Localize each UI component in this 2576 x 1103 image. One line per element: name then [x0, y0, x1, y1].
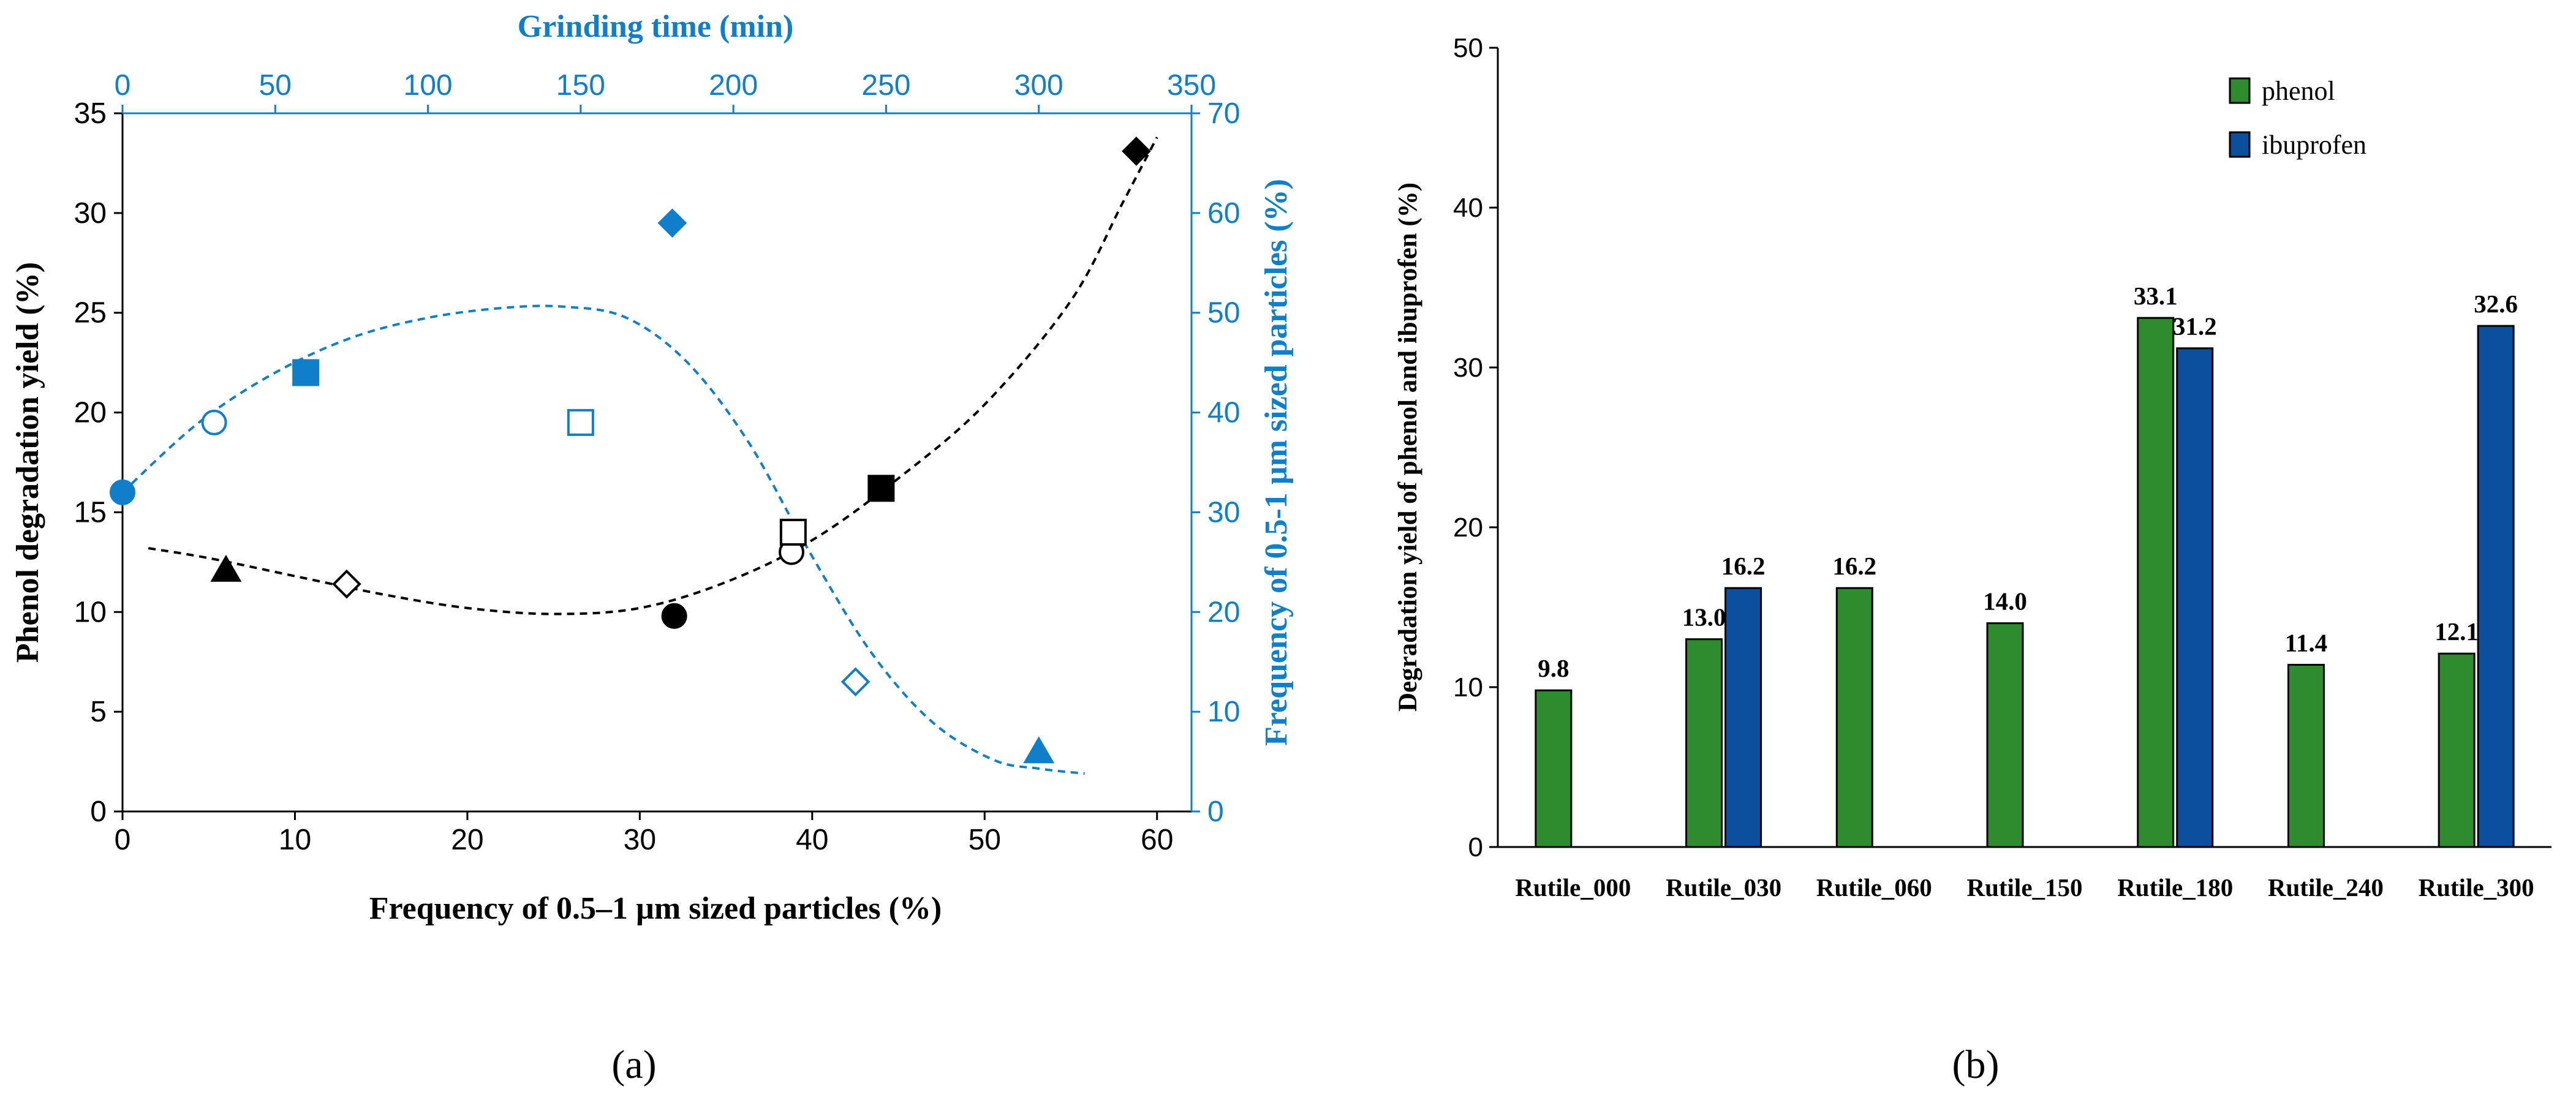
panel-b-bar-ibuprofen	[2477, 325, 2515, 848]
panel-a-xtick-label: 40	[796, 824, 828, 856]
panel-a-x2tick-label: 50	[259, 69, 292, 102]
panel-b-bar-phenol	[2137, 317, 2175, 848]
panel-b-category-label: Rutile_000	[1515, 873, 1631, 902]
panel-b-ytick-label: 10	[1453, 672, 1483, 702]
panel-a-phenol-point	[1122, 137, 1151, 166]
panel-b-category-label: Rutile_030	[1666, 873, 1781, 902]
panel-b-bar-phenol	[2438, 652, 2476, 848]
panel-a-y2tick-label: 70	[1207, 97, 1240, 130]
panel-a-ytick-label: 0	[90, 796, 107, 828]
panel-b-label: (b)	[1952, 1042, 2000, 1087]
panel-a-y2tick-label: 20	[1207, 596, 1240, 628]
panel-a-x2tick-label: 150	[556, 69, 605, 102]
panel-b-bar-value-label: 9.8	[1538, 654, 1569, 682]
panel-a-y2tick-label: 0	[1207, 796, 1224, 828]
panel-a-x2tick-label: 100	[404, 69, 453, 102]
panel-b-legend: phenol ibuprofen	[2229, 76, 2366, 160]
panel-a-frequency-point	[292, 359, 320, 386]
panel-a-phenol-point	[867, 475, 895, 502]
panel-b-legend-swatch-phenol	[2229, 77, 2251, 104]
panel-b-bar-phenol	[1685, 638, 1723, 848]
panel-b-bar-phenol	[1535, 689, 1573, 848]
panel-a-ylabel: Phenol degradation yield (%)	[10, 262, 45, 663]
panel-a-frequency-point	[201, 409, 227, 435]
panel-b-bar-chart: Degradation yield of phenol and ibuprofe…	[1394, 33, 2551, 1087]
panel-a-label: (a)	[611, 1042, 656, 1087]
panel-a-frequency-point	[567, 408, 594, 436]
panel-b-legend-swatch-ibuprofen	[2229, 131, 2251, 158]
panel-a-ytick-label: 35	[74, 97, 107, 130]
panel-b-ytick-label: 20	[1453, 513, 1483, 543]
panel-a-phenol-point	[661, 603, 687, 629]
panel-b-ylabel: Degradation yield of phenol and ibuprofe…	[1394, 183, 1422, 712]
panel-a-plot-area	[123, 113, 1192, 811]
panel-b-bar-ibuprofen	[1724, 587, 1762, 848]
panel-b-bar-value-label: 32.6	[2474, 290, 2518, 318]
panel-b-bar-value-label: 11.4	[2285, 628, 2328, 657]
panel-a-ytick-label: 5	[90, 696, 107, 728]
panel-a-phenol-point	[210, 554, 242, 582]
panel-b-category-label: Rutile_240	[2268, 873, 2384, 902]
panel-a-phenol-trend	[148, 137, 1158, 615]
panel-a-frequency-trend	[121, 304, 1085, 775]
panel-b-category-label: Rutile_150	[1966, 873, 2082, 902]
panel-b-ytick-label: 50	[1453, 33, 1483, 63]
panel-a-frequency-point	[840, 667, 871, 697]
panel-a-xtick-label: 60	[1141, 824, 1173, 856]
panel-a-frequency-point	[110, 479, 135, 505]
panel-a-x2tick-label: 200	[709, 69, 758, 102]
panel-a-xtick-label: 20	[451, 824, 483, 856]
panel-a-ytick-label: 15	[74, 496, 107, 529]
panel-a-frequency-point	[1023, 736, 1055, 764]
panel-a-x2tick-label: 0	[115, 69, 131, 102]
panel-a-y2tick-label: 60	[1207, 197, 1240, 230]
panel-b-ytick-label: 40	[1453, 193, 1483, 223]
panel-b-ytick-label: 30	[1453, 353, 1483, 383]
panel-a-ytick-label: 30	[74, 197, 107, 230]
panel-a-ytick-label: 20	[74, 397, 107, 429]
panel-a-xtick-label: 10	[279, 824, 311, 856]
panel-a-xlabel: Frequency of 0.5–1 µm sized particles (%…	[369, 891, 942, 926]
panel-a-ytick-label: 25	[74, 297, 107, 329]
panel-a-y2tick-label: 40	[1207, 397, 1240, 429]
panel-b-bar-value-label: 31.2	[2173, 312, 2217, 341]
panel-b-legend-label: phenol	[2262, 76, 2335, 106]
panel-a-y2tick-label: 30	[1207, 496, 1240, 529]
panel-b-bar-value-label: 14.0	[1983, 587, 2027, 615]
panel-a-x2tick-label: 350	[1167, 69, 1216, 102]
panel-b-plot-area	[1498, 48, 2551, 847]
panel-b-bar-phenol	[1835, 587, 1873, 848]
panel-b-bar-phenol	[2287, 663, 2325, 848]
panel-a-x2tick-label: 300	[1014, 69, 1063, 102]
panel-a-phenol-point	[332, 569, 361, 599]
panel-b-category-label: Rutile_180	[2117, 873, 2233, 902]
panel-a-y2label: Frequency of 0.5-1 µm sized particles (%…	[1259, 179, 1294, 746]
panel-b-category-label: Rutile_300	[2419, 873, 2534, 902]
panel-b-bar-value-label: 33.1	[2134, 282, 2178, 310]
panel-b-bar-value-label: 16.2	[1832, 552, 1876, 580]
panel-a-y2tick-label: 10	[1207, 696, 1240, 728]
panel-a-xtick-label: 30	[624, 824, 656, 856]
panel-a-x2label: Grinding time (min)	[518, 9, 794, 44]
panel-a-xtick-label: 0	[115, 824, 131, 856]
panel-b-bar-value-label: 13.0	[1682, 603, 1726, 631]
panel-b-ytick-label: 0	[1468, 832, 1483, 862]
panel-a-frequency-point	[657, 208, 687, 238]
panel-b-bar-value-label: 12.1	[2434, 617, 2479, 646]
panel-b-bar-value-label: 16.2	[1721, 552, 1766, 580]
panel-b-bar-ibuprofen	[2176, 347, 2214, 848]
panel-a-phenol-point	[779, 519, 807, 546]
panel-a-scatter: Phenol degradation yield (%) Frequency o…	[10, 9, 1294, 1087]
panel-a-x2tick-label: 250	[861, 69, 910, 102]
panel-b-category-label: Rutile_060	[1816, 873, 1932, 902]
panel-a-y2tick-label: 50	[1207, 297, 1240, 329]
panel-b-bar-phenol	[1986, 622, 2024, 848]
panel-a-xtick-label: 50	[969, 824, 1001, 856]
panel-a-ytick-label: 10	[74, 596, 107, 628]
panel-b-legend-label: ibuprofen	[2262, 130, 2366, 160]
